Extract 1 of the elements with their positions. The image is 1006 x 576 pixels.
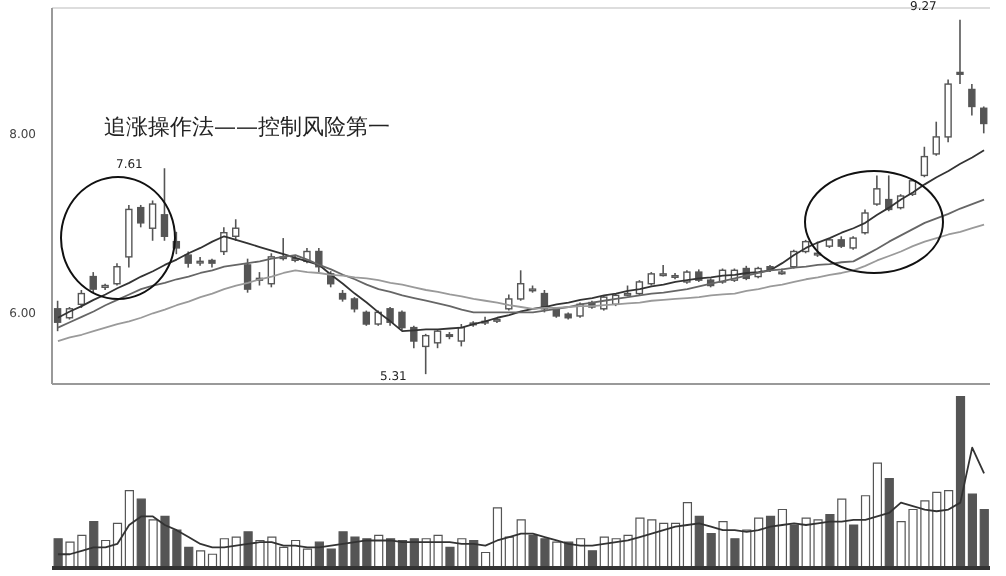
- annotation: 追涨操作法——控制风险第一: [104, 114, 390, 141]
